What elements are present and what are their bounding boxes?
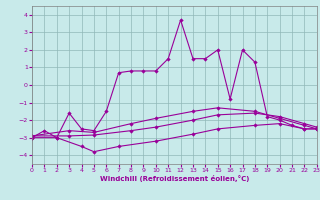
X-axis label: Windchill (Refroidissement éolien,°C): Windchill (Refroidissement éolien,°C) <box>100 175 249 182</box>
